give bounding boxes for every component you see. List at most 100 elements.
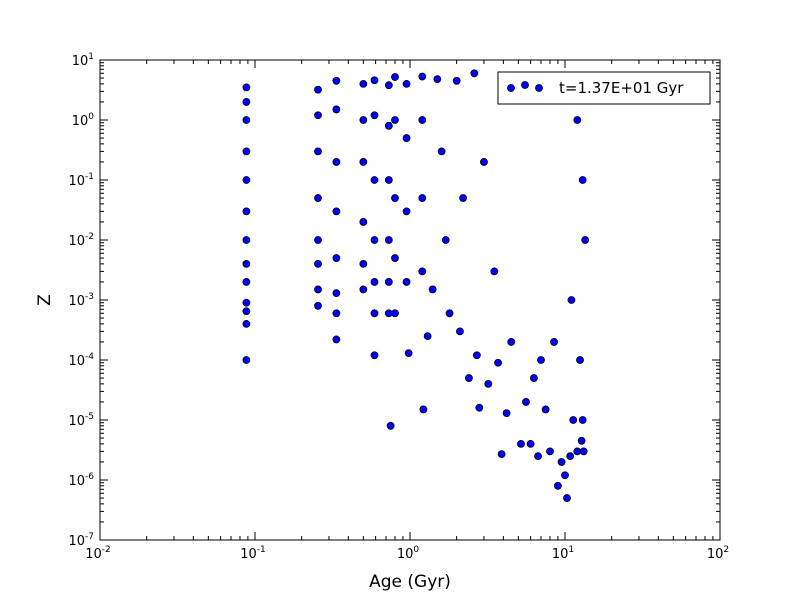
data-point: [370, 351, 379, 360]
data-point: [242, 98, 251, 106]
y-tick-label: 10-5: [68, 412, 94, 429]
data-point: [242, 319, 251, 328]
data-point: [507, 338, 516, 346]
data-point: [577, 436, 586, 445]
data-point: [428, 285, 437, 294]
data-point: [418, 267, 427, 276]
data-point: [534, 452, 542, 461]
y-axis-label: Z: [35, 294, 55, 306]
data-point: [418, 194, 427, 202]
y-tick-label: 10-2: [68, 232, 94, 249]
data-point: [402, 207, 411, 216]
data-point: [391, 73, 399, 81]
x-tick-label: 100: [397, 545, 420, 562]
data-point: [370, 278, 379, 286]
data-point: [573, 447, 582, 456]
data-point: [578, 416, 587, 424]
data-point: [314, 85, 322, 94]
data-point: [359, 158, 368, 166]
data-point: [517, 439, 525, 448]
data-point: [581, 236, 590, 244]
data-point: [359, 285, 368, 294]
data-point: [494, 358, 502, 367]
data-point: [242, 259, 251, 268]
data-point: [242, 207, 251, 216]
data-point: [314, 236, 322, 244]
data-point: [391, 309, 399, 318]
data-point: [526, 439, 535, 448]
y-tick-label: 10-1: [68, 172, 94, 189]
data-point: [567, 296, 576, 304]
data-point: [445, 309, 454, 318]
data-point: [359, 218, 368, 226]
data-point: [242, 116, 251, 124]
data-point: [573, 116, 582, 124]
data-point: [242, 236, 251, 244]
data-point: [475, 403, 484, 412]
data-point: [384, 236, 393, 244]
data-point: [452, 76, 461, 85]
legend-marker: [507, 81, 543, 92]
data-point: [563, 494, 571, 502]
data-points: [242, 69, 590, 502]
data-point: [314, 301, 322, 310]
data-point: [550, 338, 558, 346]
data-point: [465, 374, 473, 382]
data-point: [561, 471, 569, 480]
y-tick-label: 10-4: [68, 352, 94, 369]
data-point: [332, 254, 341, 262]
data-point: [391, 254, 399, 262]
legend-marker-point: [535, 84, 543, 92]
data-point: [433, 75, 442, 84]
data-point: [530, 374, 538, 382]
data-point: [242, 307, 251, 316]
data-point: [391, 194, 399, 202]
data-point: [419, 405, 428, 414]
x-tick-label: 102: [707, 545, 729, 562]
data-point: [332, 76, 341, 85]
data-point: [384, 278, 393, 286]
data-point: [418, 72, 427, 81]
data-point: [332, 158, 341, 166]
data-point: [384, 121, 393, 130]
data-point: [370, 309, 379, 318]
data-point: [242, 298, 251, 307]
legend: t=1.37E+01 Gyr: [497, 71, 711, 105]
data-point: [546, 447, 554, 456]
data-point: [386, 421, 395, 430]
y-tick-label: 10-3: [68, 292, 94, 309]
data-point: [484, 379, 493, 388]
data-point: [490, 267, 499, 276]
data-point: [497, 450, 506, 459]
x-tick-label: 101: [552, 545, 574, 562]
data-point: [404, 349, 413, 358]
x-tick-label: 10-2: [85, 545, 111, 562]
data-point: [242, 147, 251, 156]
data-point: [554, 481, 562, 490]
y-tick-label: 10-7: [68, 532, 94, 549]
data-point: [578, 176, 587, 184]
data-point: [359, 259, 368, 268]
data-point: [314, 285, 322, 294]
data-point: [441, 236, 450, 244]
data-point: [576, 356, 584, 364]
data-point: [423, 332, 432, 341]
data-point: [522, 398, 530, 406]
data-point: [359, 79, 368, 88]
data-point: [384, 81, 393, 90]
data-point: [370, 236, 379, 244]
data-point: [332, 309, 341, 318]
legend-entry: t=1.37E+01 Gyr: [559, 79, 684, 97]
data-point: [314, 259, 322, 268]
legend-box: [497, 71, 711, 105]
data-point: [384, 176, 393, 184]
data-point: [402, 79, 411, 88]
y-tick-label: 100: [72, 112, 95, 129]
data-point: [459, 194, 467, 202]
data-point: [359, 116, 368, 124]
data-point: [569, 416, 578, 424]
data-point: [579, 447, 588, 456]
data-point: [566, 452, 575, 461]
axis-ticks: 10-2 10-1 100 101 102 10-7 10-6 10-5 10-4 10-3 10-…: [68, 52, 729, 562]
data-point: [370, 111, 379, 120]
